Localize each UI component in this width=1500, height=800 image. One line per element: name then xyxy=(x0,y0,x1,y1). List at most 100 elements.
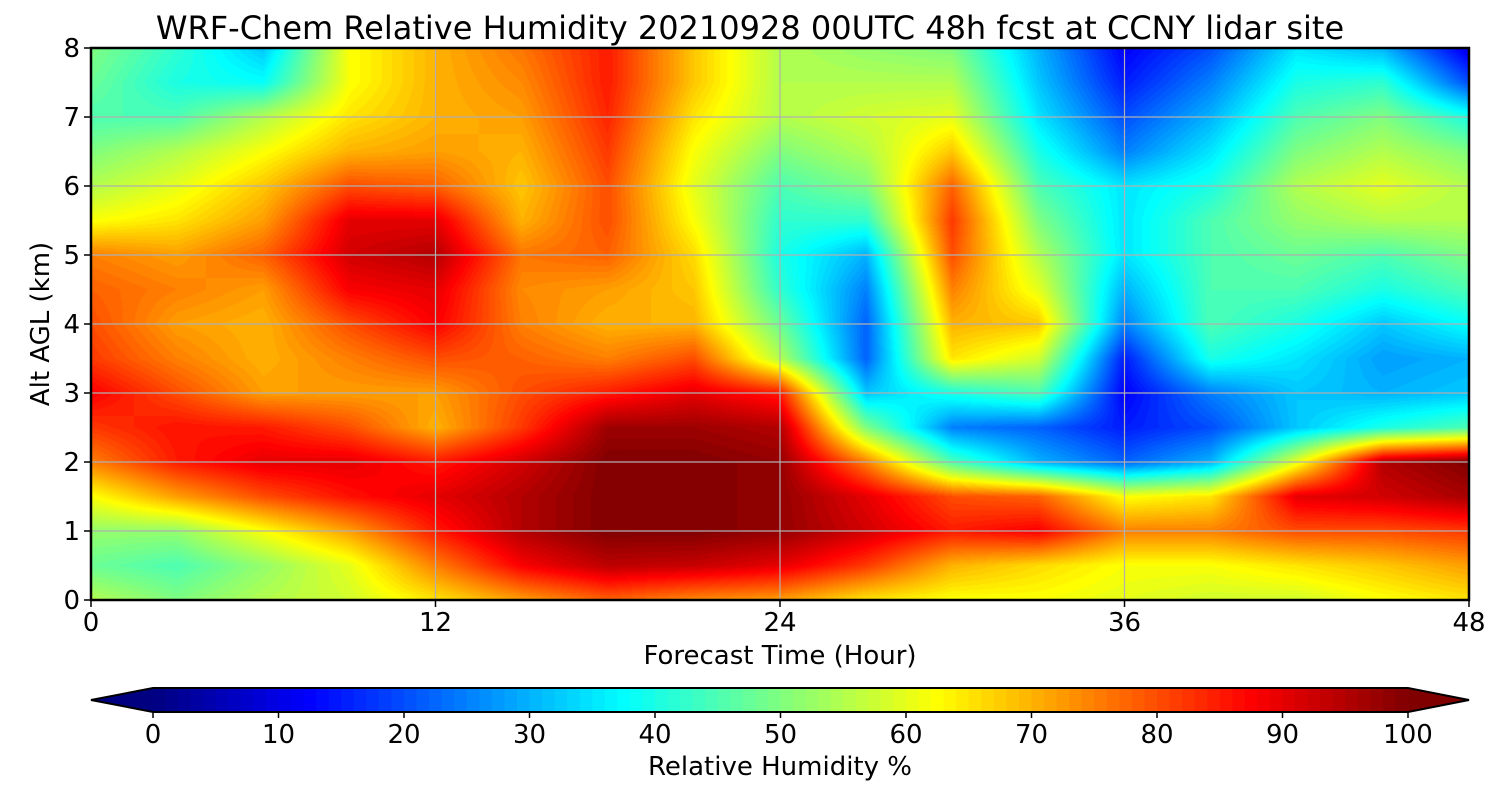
colorbar-segment xyxy=(717,688,731,712)
colorbar-segment xyxy=(516,688,531,712)
colorbar-segment xyxy=(1044,688,1058,712)
colorbar-segment xyxy=(454,688,468,712)
x-tick-label: 48 xyxy=(1452,608,1485,638)
colorbar-segment xyxy=(843,688,857,712)
colorbar-tick-label: 60 xyxy=(889,720,922,750)
colorbar-segment xyxy=(1182,688,1196,712)
colorbar-segment xyxy=(780,688,794,712)
colorbar-segment xyxy=(1219,688,1233,712)
colorbar-segment xyxy=(1131,688,1146,712)
colorbar-segment xyxy=(316,688,330,712)
colorbar-segment xyxy=(1269,688,1284,712)
colorbar-segment xyxy=(1119,688,1133,712)
y-tick-label: 1 xyxy=(63,517,80,547)
colorbar-segment xyxy=(1169,688,1183,712)
colorbar-segment xyxy=(880,688,895,712)
colorbar-segment xyxy=(504,688,518,712)
colorbar-segment xyxy=(767,688,782,712)
colorbar-extend-low xyxy=(91,688,153,712)
colorbar: 0 10 20 30 40 50 60 70 80 90 100 xyxy=(90,687,1470,750)
colorbar-segment xyxy=(1069,688,1083,712)
colorbar-segment xyxy=(642,688,656,712)
colorbar-segment xyxy=(667,688,681,712)
colorbar-segment xyxy=(730,688,744,712)
colorbar-tick-label: 30 xyxy=(513,720,546,750)
colorbar-segment xyxy=(278,688,292,712)
colorbar-segment xyxy=(592,688,606,712)
colorbar-segment xyxy=(1320,688,1334,712)
colorbar-segment xyxy=(1345,688,1359,712)
colorbar-segment xyxy=(1106,688,1120,712)
colorbar-segment xyxy=(968,688,982,712)
colorbar-segment xyxy=(1307,688,1321,712)
colorbar-segment xyxy=(793,688,807,712)
x-tick-label: 24 xyxy=(763,608,796,638)
y-tick-label: 6 xyxy=(63,172,80,202)
colorbar-segment xyxy=(918,688,932,712)
colorbar-segment xyxy=(328,688,342,712)
colorbar-segment xyxy=(265,688,280,712)
colorbar-segment xyxy=(1257,688,1271,712)
colorbar-segment xyxy=(1056,688,1070,712)
colorbar-segment xyxy=(554,688,568,712)
colorbar-tick-label: 10 xyxy=(262,720,295,750)
x-tick-label: 12 xyxy=(419,608,452,638)
colorbar-segment xyxy=(291,688,305,712)
grid-lines xyxy=(91,48,1469,600)
colorbar-segment xyxy=(215,688,229,712)
colorbar-tick-label: 0 xyxy=(145,720,162,750)
colorbar-segment xyxy=(705,688,719,712)
y-tick-label: 3 xyxy=(63,379,80,409)
y-tick-label: 5 xyxy=(63,241,80,271)
colorbar-segment xyxy=(378,688,393,712)
colorbar-segment xyxy=(655,688,669,712)
colorbar-segment xyxy=(893,688,907,712)
colorbar-segment xyxy=(604,688,618,712)
colorbar-segment xyxy=(1332,688,1346,712)
colorbar-segment xyxy=(542,688,556,712)
colorbar-segment xyxy=(680,688,694,712)
colorbar-segment xyxy=(203,688,217,712)
colorbar-segment xyxy=(1094,688,1108,712)
colorbar-segment xyxy=(353,688,367,712)
colorbar-segment xyxy=(567,688,581,712)
colorbar-segment xyxy=(240,688,254,712)
colorbar-tick-label: 80 xyxy=(1140,720,1173,750)
colorbar-segment xyxy=(692,688,706,712)
colorbar-segment xyxy=(1295,688,1309,712)
y-tick-label: 7 xyxy=(63,103,80,133)
colorbar-segment xyxy=(178,688,192,712)
colorbar-segment xyxy=(416,688,430,712)
colorbar-segment xyxy=(1144,688,1158,712)
colorbar-segment xyxy=(153,688,167,712)
colorbar-segment xyxy=(1395,688,1409,712)
colorbar-segment xyxy=(1232,688,1246,712)
x-axis: 0 12 24 36 48 xyxy=(83,600,1486,638)
colorbar-segment xyxy=(956,688,970,712)
colorbar-segment xyxy=(868,688,882,712)
colorbar-segment xyxy=(303,688,317,712)
colorbar-tick-label: 70 xyxy=(1015,720,1048,750)
colorbar-segment xyxy=(491,688,505,712)
colorbar-extend-high xyxy=(1408,688,1469,712)
colorbar-segment xyxy=(429,688,443,712)
y-tick-label: 2 xyxy=(63,448,80,478)
colorbar-segment xyxy=(855,688,869,712)
y-axis-label: Alt AGL (km) xyxy=(26,241,56,407)
colorbar-segment xyxy=(1282,688,1296,712)
colorbar-segment xyxy=(742,688,756,712)
colorbar-segment xyxy=(1244,688,1258,712)
colorbar-segment xyxy=(341,688,355,712)
colorbar-segment xyxy=(404,688,418,712)
colorbar-segment xyxy=(190,688,204,712)
colorbar-tick-label: 20 xyxy=(387,720,420,750)
colorbar-segment xyxy=(366,688,380,712)
colorbar-segment xyxy=(579,688,593,712)
colorbar-segment xyxy=(1018,688,1033,712)
colorbar-segment xyxy=(629,688,644,712)
colorbar-segment xyxy=(165,688,179,712)
colorbar-segment xyxy=(993,688,1007,712)
colorbar-tick-label: 90 xyxy=(1266,720,1299,750)
y-tick-label: 8 xyxy=(63,34,80,64)
